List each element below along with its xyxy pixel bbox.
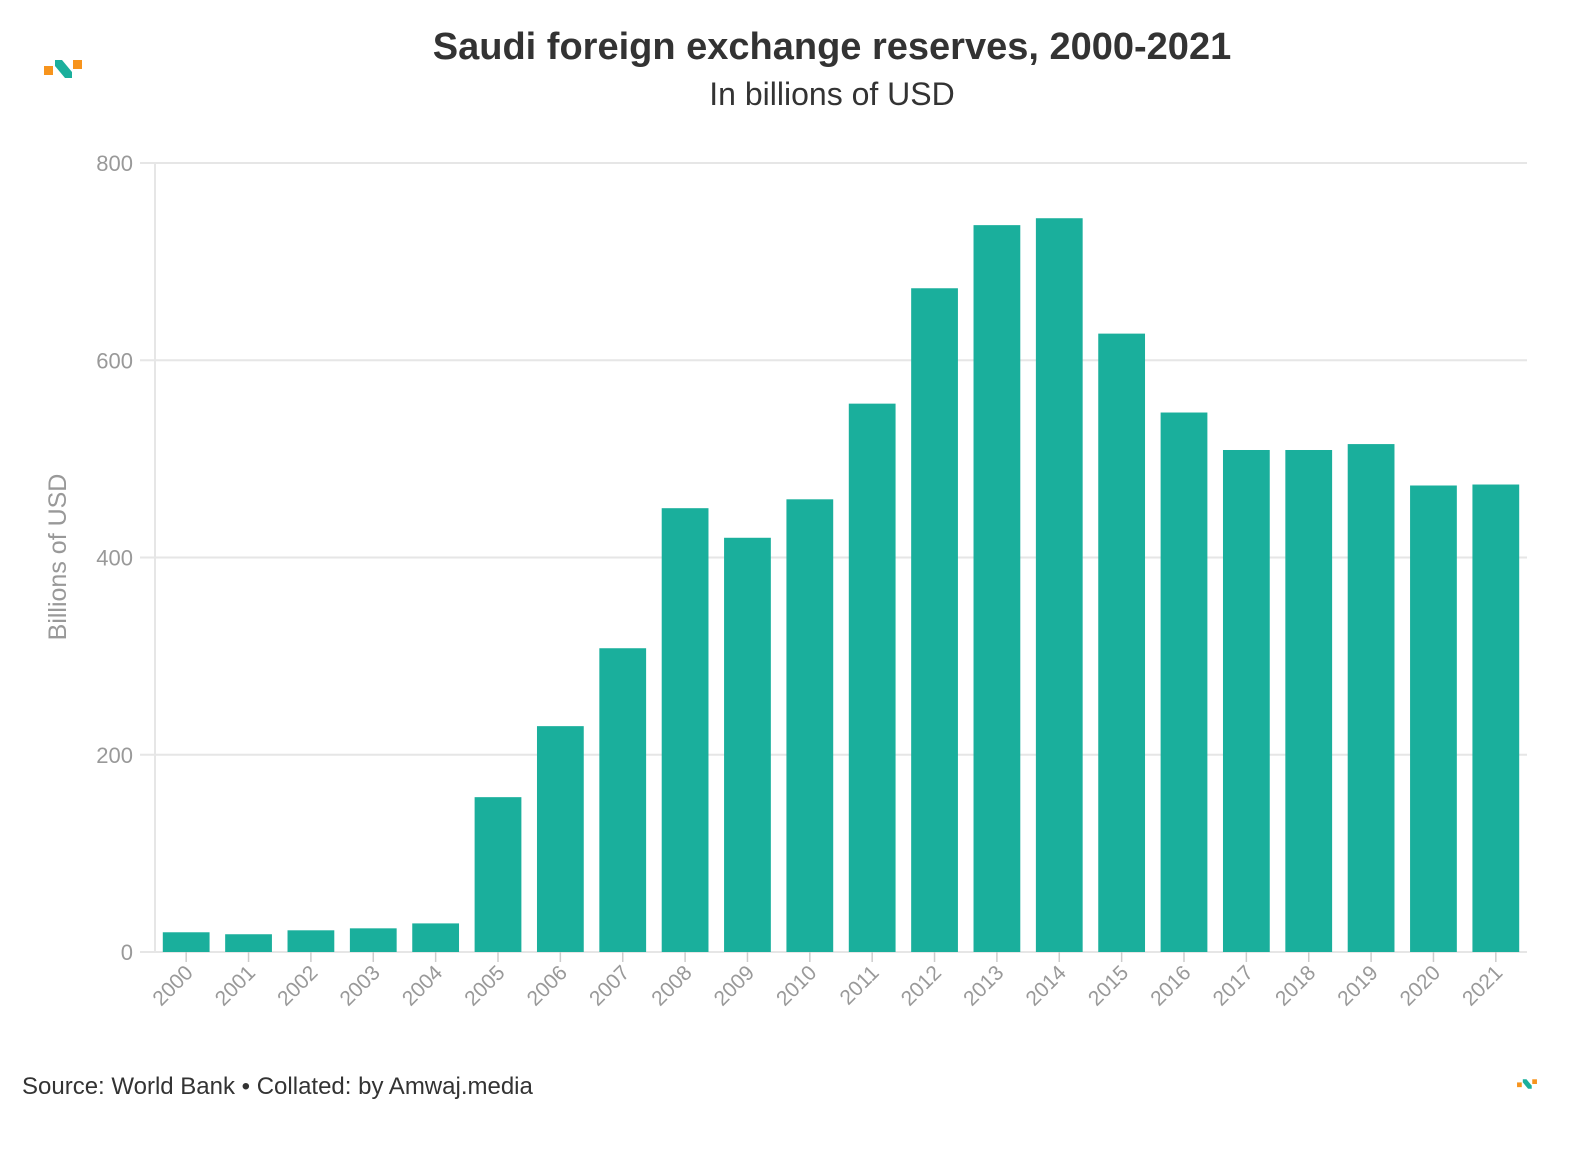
- bar: [412, 923, 460, 952]
- bar: [1410, 485, 1457, 952]
- x-tick-label: 2005: [460, 961, 509, 1010]
- bar: [474, 797, 522, 952]
- y-tick-label: 400: [96, 546, 133, 571]
- x-tick-label: 2013: [959, 961, 1008, 1010]
- x-tick-label: 2008: [647, 961, 696, 1010]
- bar: [225, 934, 272, 952]
- x-tick-label: 2014: [1022, 961, 1072, 1011]
- bar: [724, 537, 771, 952]
- y-axis-label: Billions of USD: [44, 474, 72, 641]
- bar: [1222, 449, 1270, 952]
- x-tick-label: 2000: [148, 961, 197, 1010]
- bar: [973, 225, 1021, 953]
- logo-bottom: [1517, 1079, 1537, 1089]
- bar: [786, 499, 834, 952]
- bar: [661, 508, 709, 952]
- x-tick-label: 2011: [836, 961, 884, 1009]
- bar: [1035, 218, 1083, 953]
- y-tick-label: 200: [96, 743, 133, 768]
- bar: [1472, 484, 1520, 952]
- bar: [911, 288, 958, 952]
- bar: [349, 928, 397, 952]
- x-tick-label: 2006: [523, 961, 572, 1010]
- x-tick-label: 2010: [772, 961, 821, 1010]
- y-tick-label: 800: [96, 151, 133, 176]
- bar: [1098, 333, 1146, 953]
- x-tick-label: 2001: [211, 961, 260, 1010]
- logo-top: [44, 60, 82, 78]
- x-tick-label: 2009: [710, 961, 759, 1010]
- x-tick-label: 2012: [897, 961, 946, 1010]
- x-tick-label: 2016: [1146, 961, 1195, 1010]
- bar: [162, 932, 210, 952]
- chart-title: Saudi foreign exchange reserves, 2000-20…: [432, 26, 1232, 68]
- x-tick-label: 2003: [336, 961, 385, 1010]
- x-tick-label: 2018: [1271, 961, 1320, 1010]
- x-tick-label: 2004: [398, 961, 448, 1011]
- x-tick-label: 2021: [1458, 961, 1507, 1010]
- bar: [536, 726, 584, 952]
- y-tick-label: 0: [121, 940, 133, 965]
- bar-chart: 0 200 400 600 800 2000 2001 2002 2003 2004 2005 20…: [44, 151, 1527, 1011]
- x-tick-label: 2017: [1209, 961, 1258, 1010]
- x-tick-label: 2019: [1333, 961, 1382, 1010]
- chart-subtitle: In billions of USD: [709, 76, 955, 112]
- x-tick-label: 2020: [1396, 961, 1445, 1010]
- source-note: Source: World Bank • Collated: by Amwaj.…: [22, 1073, 533, 1100]
- bar: [599, 648, 647, 952]
- bar: [287, 930, 335, 952]
- bar: [1160, 412, 1208, 952]
- x-tick-label: 2015: [1084, 961, 1133, 1010]
- y-tick-label: 600: [96, 348, 133, 373]
- x-tick-label: 2007: [585, 961, 634, 1010]
- bar: [848, 403, 896, 952]
- bar: [1285, 449, 1333, 952]
- x-tick-label: 2002: [273, 961, 322, 1010]
- bar: [1347, 444, 1395, 952]
